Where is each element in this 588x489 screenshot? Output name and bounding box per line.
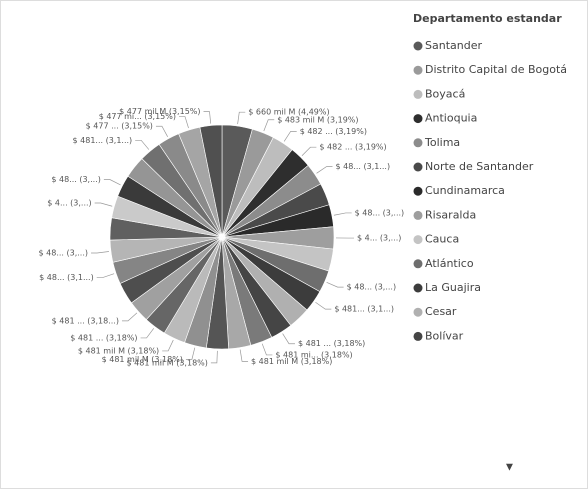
leader-line xyxy=(91,251,109,254)
legend-label: La Guajira xyxy=(425,281,481,294)
leader-line xyxy=(315,301,332,310)
leader-line xyxy=(263,119,275,132)
legend-marker xyxy=(413,65,423,75)
legend-marker xyxy=(413,114,423,124)
legend-marker xyxy=(413,41,423,51)
legend-label: Santander xyxy=(425,39,482,52)
leader-line xyxy=(261,343,273,356)
leader-line xyxy=(185,347,196,360)
data-label: $ 48... (3,...) xyxy=(355,208,405,217)
legend-title: Departamento estandar xyxy=(413,12,562,25)
legend-label: Bolívar xyxy=(425,329,464,342)
leader-line xyxy=(155,125,168,137)
legend-marker xyxy=(413,89,423,99)
data-label: $ 481 mi... (3,18%) xyxy=(275,350,352,359)
leader-line xyxy=(178,116,189,129)
leader-line xyxy=(326,282,344,288)
data-label: $ 481 mil M (3,18%) xyxy=(78,346,159,355)
legend-marker xyxy=(413,235,423,245)
data-label: $ 48... (3,1...) xyxy=(336,162,391,171)
legend-marker xyxy=(413,186,423,196)
data-label: $ 477 mi... (3,15%) xyxy=(99,112,176,121)
data-label: $ 481 mil M (3,18%) xyxy=(102,355,183,364)
leader-line xyxy=(210,350,218,364)
data-label: $ 483 mil M (3,19%) xyxy=(277,115,358,124)
legend-marker xyxy=(413,331,423,341)
leader-line xyxy=(121,312,138,322)
data-label: $ 481 mil M (3,18%) xyxy=(251,357,332,366)
leader-line xyxy=(96,273,115,278)
data-label: $ 660 mil M (4,49%) xyxy=(248,108,329,117)
data-label: $ 482 ... (3,19%) xyxy=(319,143,386,152)
pie-slice xyxy=(199,124,223,238)
data-label: $ 482 ... (3,19%) xyxy=(300,127,367,136)
data-label: $ 48... (3,...) xyxy=(39,249,89,258)
data-label: $ 477 ... (3,15%) xyxy=(86,122,153,131)
legend-marker xyxy=(413,162,423,172)
leader-line xyxy=(140,328,155,339)
legend-marker xyxy=(413,259,423,269)
legend-label: Norte de Santander xyxy=(425,160,534,173)
legend-label: Tolima xyxy=(424,136,460,149)
data-label: $ 4... (3,...) xyxy=(357,234,401,243)
leader-line xyxy=(162,339,174,352)
data-label: $ 48... (3,...) xyxy=(347,283,397,292)
leader-line xyxy=(239,349,249,362)
legend-marker xyxy=(413,210,423,220)
data-label: $ 481... (3,1...) xyxy=(73,136,133,145)
legend-label: Risaralda xyxy=(425,208,476,221)
legend-label: Boyacá xyxy=(425,87,465,100)
data-label: $ 481 mil M (3,18%) xyxy=(127,358,208,367)
legend-label: Cundinamarca xyxy=(425,184,505,197)
leader-line xyxy=(103,179,121,186)
data-label: $ 48... (3,...) xyxy=(51,175,101,184)
data-label: $ 4... (3,...) xyxy=(47,198,91,207)
legend-label: Atlántico xyxy=(425,257,474,270)
legend-marker xyxy=(413,283,423,293)
legend-marker xyxy=(413,138,423,148)
data-label: $ 481 ... (3,18%) xyxy=(70,333,137,342)
leader-line xyxy=(301,146,317,156)
legend-label: Antioquia xyxy=(425,112,477,125)
leader-line xyxy=(316,166,333,174)
legend-scroll[interactable]: ▼ xyxy=(506,463,513,473)
leader-line xyxy=(237,111,246,125)
legend-label: Cauca xyxy=(425,233,459,246)
legend-label: Cesar xyxy=(425,305,457,318)
leader-line xyxy=(282,333,295,345)
leader-line xyxy=(333,212,352,216)
data-label: $ 481 ... (3,18...) xyxy=(52,316,119,325)
leader-line xyxy=(203,111,212,124)
data-label: $ 481 ... (3,18%) xyxy=(298,339,365,348)
data-label: $ 48... (3,1...) xyxy=(39,273,94,282)
leader-line xyxy=(94,202,113,207)
data-label: $ 477 mil M (3,15%) xyxy=(119,107,200,116)
legend-label: Distrito Capital de Bogotá xyxy=(425,63,567,76)
leader-line xyxy=(135,139,150,150)
data-label: $ 481... (3,1...) xyxy=(334,305,394,314)
leader-line xyxy=(283,131,297,142)
legend-marker xyxy=(413,307,423,317)
